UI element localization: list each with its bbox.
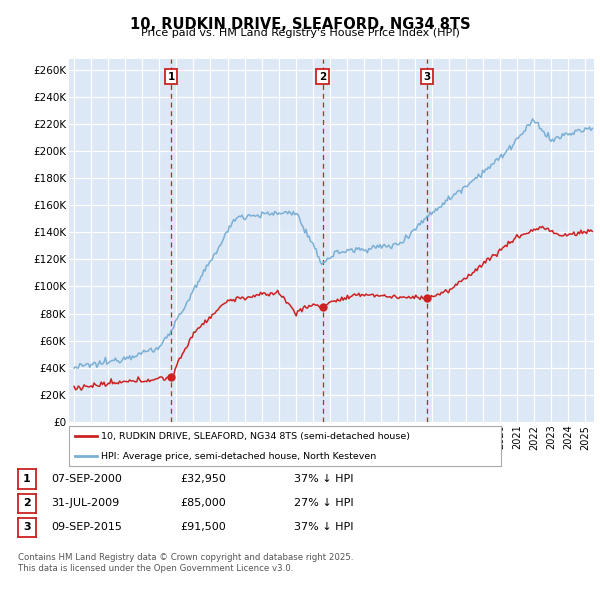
Text: £91,500: £91,500 [180,523,226,532]
Text: £32,950: £32,950 [180,474,226,484]
Text: 09-SEP-2015: 09-SEP-2015 [51,523,122,532]
Text: 10, RUDKIN DRIVE, SLEAFORD, NG34 8TS (semi-detached house): 10, RUDKIN DRIVE, SLEAFORD, NG34 8TS (se… [101,431,410,441]
Text: 3: 3 [23,523,31,532]
Text: Price paid vs. HM Land Registry's House Price Index (HPI): Price paid vs. HM Land Registry's House … [140,28,460,38]
Text: 10, RUDKIN DRIVE, SLEAFORD, NG34 8TS: 10, RUDKIN DRIVE, SLEAFORD, NG34 8TS [130,17,470,31]
Text: 1: 1 [167,71,175,81]
Text: 31-JUL-2009: 31-JUL-2009 [51,499,119,508]
Text: 3: 3 [423,71,430,81]
Text: 2: 2 [23,499,31,508]
Text: 37% ↓ HPI: 37% ↓ HPI [294,523,353,532]
Text: HPI: Average price, semi-detached house, North Kesteven: HPI: Average price, semi-detached house,… [101,451,377,461]
Text: Contains HM Land Registry data © Crown copyright and database right 2025.
This d: Contains HM Land Registry data © Crown c… [18,553,353,573]
Text: £85,000: £85,000 [180,499,226,508]
Text: 37% ↓ HPI: 37% ↓ HPI [294,474,353,484]
Text: 1: 1 [23,474,31,484]
Text: 07-SEP-2000: 07-SEP-2000 [51,474,122,484]
Text: 2: 2 [319,71,326,81]
Text: 27% ↓ HPI: 27% ↓ HPI [294,499,353,508]
